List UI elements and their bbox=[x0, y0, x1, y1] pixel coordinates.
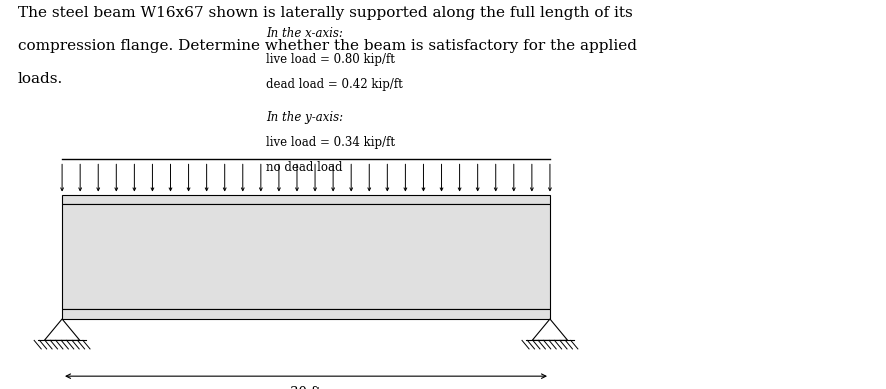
Text: In the y-axis:: In the y-axis: bbox=[266, 111, 343, 124]
Text: loads.: loads. bbox=[18, 72, 63, 86]
Bar bbox=[62, 194, 549, 204]
Text: 30 ft: 30 ft bbox=[290, 386, 322, 389]
Polygon shape bbox=[44, 319, 80, 340]
Polygon shape bbox=[532, 319, 567, 340]
Text: compression flange. Determine whether the beam is satisfactory for the applied: compression flange. Determine whether th… bbox=[18, 39, 636, 53]
Text: The steel beam W16x67 shown is laterally supported along the full length of its: The steel beam W16x67 shown is laterally… bbox=[18, 6, 632, 20]
Text: no dead load: no dead load bbox=[266, 161, 342, 174]
Text: dead load = 0.42 kip/ft: dead load = 0.42 kip/ft bbox=[266, 78, 402, 91]
Text: live load = 0.34 kip/ft: live load = 0.34 kip/ft bbox=[266, 136, 394, 149]
Bar bbox=[62, 309, 549, 319]
Bar bbox=[62, 204, 549, 309]
Text: In the x-axis:: In the x-axis: bbox=[266, 27, 343, 40]
Text: live load = 0.80 kip/ft: live load = 0.80 kip/ft bbox=[266, 53, 394, 65]
